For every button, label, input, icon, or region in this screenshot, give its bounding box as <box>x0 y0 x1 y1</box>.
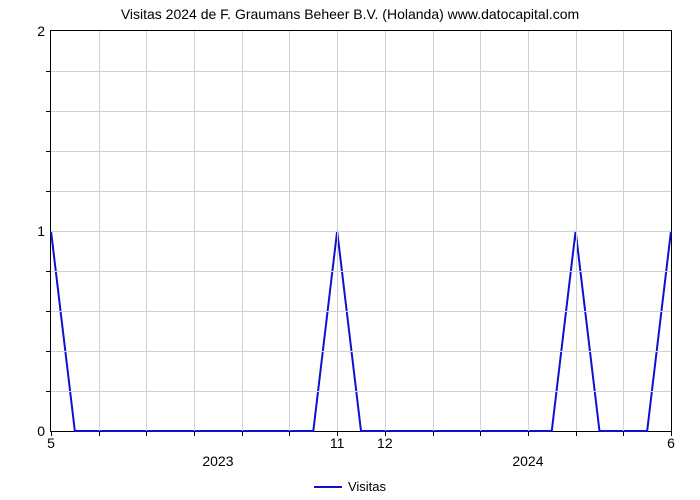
y-gridline-minor <box>51 351 671 352</box>
y-minor-tick <box>46 111 51 112</box>
x-tick-label: 6 <box>667 431 675 451</box>
y-minor-tick <box>46 271 51 272</box>
x-gridline <box>528 31 529 431</box>
y-gridline-minor <box>51 71 671 72</box>
y-minor-tick <box>46 151 51 152</box>
x-gridline <box>99 31 100 431</box>
x-minor-tick <box>623 431 624 436</box>
y-minor-tick <box>46 191 51 192</box>
series-line <box>51 231 671 431</box>
x-tick-label: 5 <box>47 431 55 451</box>
x-year-label: 2024 <box>512 431 543 469</box>
x-minor-tick <box>194 431 195 436</box>
x-minor-tick <box>289 431 290 436</box>
y-minor-tick <box>46 71 51 72</box>
y-gridline-minor <box>51 311 671 312</box>
x-minor-tick <box>146 431 147 436</box>
y-minor-tick <box>46 391 51 392</box>
y-minor-tick <box>46 351 51 352</box>
y-gridline-minor <box>51 151 671 152</box>
chart-legend: Visitas <box>0 475 700 495</box>
y-gridline <box>51 231 671 232</box>
x-minor-tick <box>99 431 100 436</box>
x-gridline <box>385 31 386 431</box>
y-tick-label: 2 <box>37 23 51 39</box>
x-gridline <box>289 31 290 431</box>
x-gridline <box>480 31 481 431</box>
x-gridline <box>623 31 624 431</box>
x-minor-tick <box>433 431 434 436</box>
x-minor-tick <box>242 431 243 436</box>
x-year-label: 2023 <box>202 431 233 469</box>
plot-area: 01251112620232024 <box>50 30 672 432</box>
x-minor-tick <box>480 431 481 436</box>
x-gridline <box>242 31 243 431</box>
y-gridline-minor <box>51 191 671 192</box>
legend-swatch <box>314 486 342 488</box>
x-gridline <box>194 31 195 431</box>
x-gridline <box>146 31 147 431</box>
y-tick-label: 1 <box>37 223 51 239</box>
x-tick-label: 11 <box>330 431 345 451</box>
chart-title: Visitas 2024 de F. Graumans Beheer B.V. … <box>0 6 700 22</box>
x-gridline <box>576 31 577 431</box>
x-minor-tick <box>576 431 577 436</box>
y-minor-tick <box>46 311 51 312</box>
legend-label: Visitas <box>348 479 386 494</box>
line-chart: Visitas 2024 de F. Graumans Beheer B.V. … <box>0 0 700 500</box>
x-gridline <box>337 31 338 431</box>
x-tick-label: 12 <box>377 431 393 451</box>
legend-item: Visitas <box>314 479 386 494</box>
y-gridline-minor <box>51 111 671 112</box>
y-gridline-minor <box>51 271 671 272</box>
y-gridline-minor <box>51 391 671 392</box>
x-gridline <box>433 31 434 431</box>
